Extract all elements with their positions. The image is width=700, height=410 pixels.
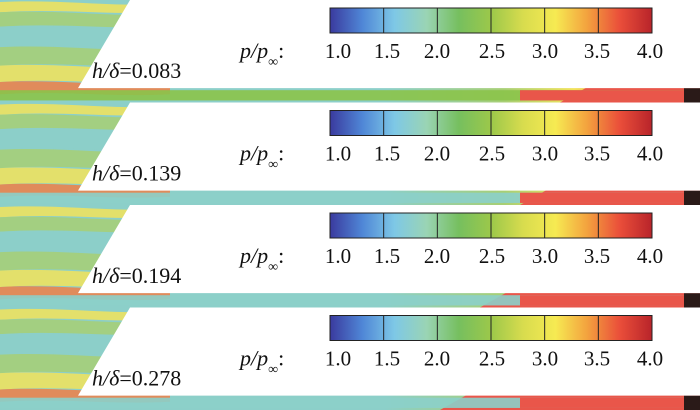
colorbar-tick-label: 1.0 — [325, 142, 351, 166]
panel-label-variable: h/δ — [92, 161, 120, 186]
quantity-symbol: p/p — [238, 243, 268, 268]
wall-stripe-hot — [520, 90, 700, 101]
colorbar-tick-label: 1.5 — [374, 39, 400, 63]
panel-1: h/δ=0.083 p/p∞: 1.0 1.5 2.0 2.5 3.0 3.5 4.0 — [0, 0, 700, 103]
colorbar-quantity-label: p/p∞: — [238, 243, 284, 275]
colorbar-tick-label: 4.0 — [637, 39, 663, 63]
colorbar-tick-label: 4.0 — [637, 142, 663, 166]
colorbar-tick-label: 1.0 — [325, 347, 351, 371]
panel-label-value: =0.139 — [119, 161, 181, 186]
colorbar-tick-label: 2.0 — [424, 39, 450, 63]
panel-label-value: =0.278 — [119, 366, 181, 391]
end-mark — [684, 190, 700, 205]
panel-label: h/δ=0.083 — [92, 58, 181, 83]
colorbar-tick-label: 3.5 — [584, 39, 610, 63]
quantity-subscript: ∞ — [268, 55, 278, 70]
colorbar-tick-label: 2.5 — [479, 347, 505, 371]
wall-stripe — [0, 397, 700, 408]
quantity-symbol: p/p — [238, 38, 268, 63]
quantity-subscript: ∞ — [268, 260, 278, 275]
end-mark — [684, 395, 700, 410]
colorbar-tick-label: 3.5 — [584, 142, 610, 166]
wall-stripe — [0, 295, 700, 306]
quantity-subscript: ∞ — [268, 157, 278, 172]
colorbar-tick-label: 3.0 — [532, 244, 558, 268]
colorbar-tick-label: 2.0 — [424, 142, 450, 166]
wall-stripe — [0, 90, 700, 101]
panel-4: h/δ=0.278 p/p∞: 1.0 1.5 2.0 2.5 3.0 3.5 4.0 — [0, 307, 700, 410]
end-mark — [684, 293, 700, 308]
colorbar-tick-label: 2.0 — [424, 244, 450, 268]
colorbar-tick-label: 3.0 — [532, 347, 558, 371]
colorbar-tick-label: 2.5 — [479, 142, 505, 166]
colorbar-tick-label: 4.0 — [637, 244, 663, 268]
quantity-subscript: ∞ — [268, 362, 278, 377]
colorbar-tick-label: 2.0 — [424, 347, 450, 371]
panel-label: h/δ=0.194 — [92, 263, 181, 288]
colorbar-tick-label: 3.0 — [532, 39, 558, 63]
wall-stripe-hot — [520, 397, 700, 408]
colorbar-quantity-label: p/p∞: — [238, 141, 284, 173]
colorbar-tick-label: 1.0 — [325, 39, 351, 63]
colorbar-tick-label: 1.5 — [374, 347, 400, 371]
colorbar-tick-label: 3.5 — [584, 244, 610, 268]
wall-stripe-hot — [520, 192, 700, 203]
quantity-colon: : — [278, 243, 284, 268]
panel-2: h/δ=0.139 p/p∞: 1.0 1.5 2.0 2.5 3.0 3.5 4.0 — [0, 102, 700, 205]
panel-label: h/δ=0.139 — [92, 161, 181, 186]
panel-label-value: =0.083 — [119, 58, 181, 83]
colorbar-tick-label: 3.5 — [584, 347, 610, 371]
panel-3: h/δ=0.194 p/p∞: 1.0 1.5 2.0 2.5 3.0 3.5 4.0 — [0, 205, 700, 308]
colorbar-quantity-label: p/p∞: — [238, 346, 284, 378]
quantity-colon: : — [278, 346, 284, 371]
colorbar-tick-label: 4.0 — [637, 347, 663, 371]
colorbar-tick-label: 1.0 — [325, 244, 351, 268]
end-mark — [684, 88, 700, 103]
colorbar-tick-label: 3.0 — [532, 142, 558, 166]
quantity-colon: : — [278, 141, 284, 166]
quantity-symbol: p/p — [238, 141, 268, 166]
colorbar-tick-label: 1.5 — [374, 244, 400, 268]
colorbar-quantity-label: p/p∞: — [238, 38, 284, 70]
quantity-symbol: p/p — [238, 346, 268, 371]
colorbar-tick-label: 1.5 — [374, 142, 400, 166]
panel-label-variable: h/δ — [92, 366, 120, 391]
panel-label-value: =0.194 — [119, 263, 181, 288]
panel-label: h/δ=0.278 — [92, 366, 181, 391]
quantity-colon: : — [278, 38, 284, 63]
wall-stripe-hot — [520, 295, 700, 306]
colorbar-tick-label: 2.5 — [479, 244, 505, 268]
panel-label-variable: h/δ — [92, 263, 120, 288]
panel-label-variable: h/δ — [92, 58, 120, 83]
wall-stripe — [0, 192, 700, 203]
colorbar-tick-label: 2.5 — [479, 39, 505, 63]
